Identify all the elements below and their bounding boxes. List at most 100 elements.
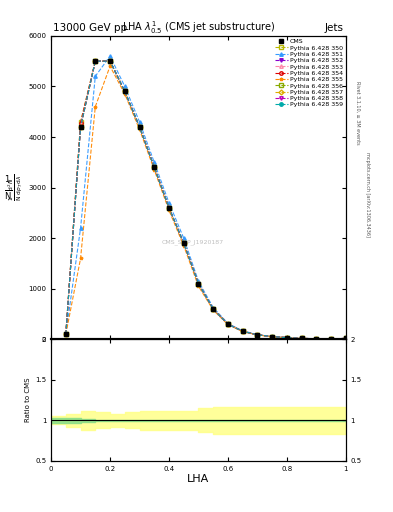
Pythia 6.428 358 (182, 240, 186, 246)
Pythia 6.428 356 (270, 333, 275, 339)
CMS (241, 328, 245, 334)
Pythia 6.428 351 (93, 73, 98, 79)
Pythia 6.428 359 (182, 240, 186, 246)
Pythia 6.428 357 (299, 335, 304, 342)
Pythia 6.428 355 (64, 331, 68, 337)
Text: CMS_SMP_J1920187: CMS_SMP_J1920187 (162, 240, 224, 245)
Pythia 6.428 352 (78, 124, 83, 130)
Pythia 6.428 355 (343, 335, 348, 342)
Y-axis label: $\frac{1}{\mathrm{N}}\,\frac{\mathrm{d}^2N}{\mathrm{d}p_T\,\mathrm{d}\lambda}$: $\frac{1}{\mathrm{N}}\,\frac{\mathrm{d}^… (7, 174, 26, 201)
Line: Pythia 6.428 350: Pythia 6.428 350 (64, 59, 347, 340)
X-axis label: LHA: LHA (187, 475, 209, 484)
CMS (343, 335, 348, 342)
Pythia 6.428 351 (123, 83, 127, 90)
CMS (123, 89, 127, 95)
Pythia 6.428 358 (64, 331, 68, 337)
Pythia 6.428 356 (93, 58, 98, 64)
Pythia 6.428 357 (329, 336, 333, 342)
Pythia 6.428 354 (182, 240, 186, 246)
Pythia 6.428 351 (78, 225, 83, 231)
Pythia 6.428 357 (226, 321, 230, 327)
Pythia 6.428 354 (152, 164, 156, 170)
Pythia 6.428 354 (299, 335, 304, 342)
Pythia 6.428 357 (285, 334, 289, 340)
Pythia 6.428 357 (270, 333, 275, 339)
CMS (299, 335, 304, 342)
Pythia 6.428 350 (241, 328, 245, 334)
Pythia 6.428 355 (123, 91, 127, 97)
Pythia 6.428 352 (123, 89, 127, 95)
Pythia 6.428 358 (226, 321, 230, 327)
Pythia 6.428 351 (255, 331, 260, 337)
Pythia 6.428 350 (270, 333, 275, 339)
Pythia 6.428 350 (93, 58, 98, 64)
Pythia 6.428 356 (343, 335, 348, 342)
Pythia 6.428 350 (78, 119, 83, 125)
CMS (167, 205, 171, 211)
Pythia 6.428 350 (314, 336, 319, 342)
Pythia 6.428 351 (64, 331, 68, 337)
Pythia 6.428 355 (137, 126, 142, 133)
Pythia 6.428 359 (270, 333, 275, 339)
Pythia 6.428 358 (152, 164, 156, 170)
Pythia 6.428 357 (167, 205, 171, 211)
Pythia 6.428 354 (108, 58, 112, 64)
Pythia 6.428 357 (343, 335, 348, 342)
Pythia 6.428 356 (211, 306, 216, 312)
Pythia 6.428 351 (226, 321, 230, 327)
Pythia 6.428 358 (241, 328, 245, 334)
Pythia 6.428 350 (108, 58, 112, 64)
Pythia 6.428 356 (167, 205, 171, 211)
Pythia 6.428 353 (64, 331, 68, 337)
Pythia 6.428 359 (255, 332, 260, 338)
Pythia 6.428 357 (241, 328, 245, 334)
Pythia 6.428 351 (299, 335, 304, 342)
Pythia 6.428 352 (211, 306, 216, 312)
Pythia 6.428 353 (182, 240, 186, 246)
Pythia 6.428 356 (329, 336, 333, 342)
Pythia 6.428 351 (314, 336, 319, 342)
Pythia 6.428 350 (167, 205, 171, 211)
Pythia 6.428 359 (167, 205, 171, 211)
Text: 1: 1 (4, 175, 9, 184)
CMS (285, 334, 289, 340)
Pythia 6.428 355 (299, 335, 304, 342)
Pythia 6.428 351 (211, 305, 216, 311)
Pythia 6.428 353 (211, 306, 216, 312)
Pythia 6.428 356 (241, 328, 245, 334)
Pythia 6.428 356 (226, 321, 230, 327)
CMS (211, 306, 216, 312)
Pythia 6.428 357 (196, 281, 201, 287)
CMS (270, 333, 275, 339)
Pythia 6.428 354 (314, 336, 319, 342)
Pythia 6.428 354 (241, 328, 245, 334)
Pythia 6.428 358 (211, 306, 216, 312)
Text: $\overline{\mathrm{N}}$: $\overline{\mathrm{N}}$ (4, 187, 12, 202)
Pythia 6.428 359 (226, 321, 230, 327)
Pythia 6.428 359 (78, 124, 83, 130)
Pythia 6.428 359 (285, 334, 289, 340)
Pythia 6.428 359 (137, 124, 142, 130)
Pythia 6.428 353 (78, 121, 83, 127)
CMS (93, 58, 98, 64)
Pythia 6.428 358 (137, 124, 142, 130)
Line: Pythia 6.428 358: Pythia 6.428 358 (64, 59, 347, 340)
Pythia 6.428 356 (299, 335, 304, 342)
Pythia 6.428 355 (182, 243, 186, 249)
Pythia 6.428 350 (343, 335, 348, 342)
Pythia 6.428 357 (137, 124, 142, 130)
Pythia 6.428 359 (211, 306, 216, 312)
Pythia 6.428 351 (167, 200, 171, 206)
Pythia 6.428 354 (285, 334, 289, 340)
Pythia 6.428 350 (64, 331, 68, 337)
Pythia 6.428 356 (255, 332, 260, 338)
Pythia 6.428 355 (108, 63, 112, 69)
Pythia 6.428 359 (196, 281, 201, 287)
Pythia 6.428 355 (152, 167, 156, 173)
Pythia 6.428 352 (137, 124, 142, 130)
Pythia 6.428 354 (343, 335, 348, 342)
Pythia 6.428 350 (123, 89, 127, 95)
Pythia 6.428 359 (299, 335, 304, 342)
Pythia 6.428 356 (314, 336, 319, 342)
Pythia 6.428 358 (270, 333, 275, 339)
